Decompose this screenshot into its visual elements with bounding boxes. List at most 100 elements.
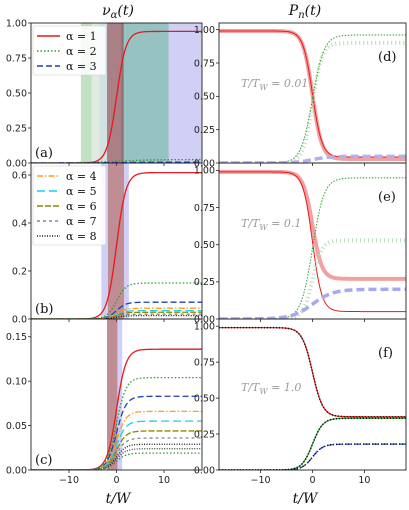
shaded-band-3 xyxy=(121,23,169,163)
x-tick-label: 0 xyxy=(309,475,315,486)
shaded-band-0 xyxy=(80,23,92,163)
y-tick-label: 0.75 xyxy=(194,58,215,69)
y-tick-label: 0.50 xyxy=(194,240,215,251)
legend: α = 1 α = 2 α = 3 xyxy=(32,25,107,76)
legend-box xyxy=(32,25,107,76)
legend-box xyxy=(32,165,107,246)
right-title: Pn(t) xyxy=(288,3,321,21)
y-tick-label: 0.25 xyxy=(6,123,27,134)
plot-area xyxy=(219,326,406,470)
y-tick-label: 0.00 xyxy=(194,465,215,476)
series-line-5 xyxy=(219,443,406,470)
legend-label: α = 2 xyxy=(66,45,97,58)
series-line-1 xyxy=(31,376,202,470)
shaded-band-1 xyxy=(117,319,123,470)
y-tick-label: 0.15 xyxy=(6,332,27,343)
y-tick-label: 1.00 xyxy=(194,25,215,36)
panel-label: (e) xyxy=(378,190,396,205)
series-line-0 xyxy=(31,30,202,163)
series-line-0 xyxy=(31,171,202,319)
y-tick-label: 0.75 xyxy=(6,53,27,64)
legend-label: α = 6 xyxy=(66,200,97,213)
y-tick-label: 0.05 xyxy=(6,421,27,432)
series-line-3 xyxy=(31,410,202,470)
panel-f: 0.00 0.25 0.50 0.75 1.00 −10 0 10 (f) T/TW = 1.0 xyxy=(194,318,407,486)
panel-c: 0.00 0.05 0.10 0.15 −10 0 10 (c) xyxy=(6,318,203,486)
y-tick-label: 0.6 xyxy=(12,170,27,181)
panels: 0.000.250.500.751.00(a)α = 1α = 2α = 30.… xyxy=(6,18,407,486)
series-line-6 xyxy=(31,313,202,319)
axes-frame xyxy=(218,318,407,471)
series-line-6 xyxy=(31,437,202,470)
left-title: να(t) xyxy=(102,3,134,21)
x-tick-label: −10 xyxy=(251,475,271,486)
shaded-band-1 xyxy=(91,23,100,163)
y-tick-label: 0.50 xyxy=(194,393,215,404)
series-line-4 xyxy=(219,287,406,319)
series-line-2 xyxy=(31,301,202,319)
y-tick-label: 0.50 xyxy=(194,92,215,103)
y-tick-label: 0.25 xyxy=(194,429,215,440)
y-tick-label: 1.00 xyxy=(194,321,215,332)
series-line-2 xyxy=(219,417,406,470)
y-tick-label: 0.00 xyxy=(6,465,27,476)
y-tick-label: 0.50 xyxy=(6,88,27,99)
series-line-7 xyxy=(31,314,202,319)
temperature-annotation: T/TW = 0.1 xyxy=(241,217,301,232)
series-line-0 xyxy=(31,348,202,470)
series-line-9 xyxy=(31,452,202,470)
series-line-1 xyxy=(219,171,406,313)
y-tick-label: 0.25 xyxy=(194,125,215,136)
x-axis-label-left: t/W xyxy=(106,491,132,507)
y-tick-label: 0.25 xyxy=(194,277,215,288)
legend: α = 4 α = 5 α = 6 α = 7 α = 8 xyxy=(32,165,107,246)
series-line-3 xyxy=(219,34,406,163)
y-tick-label: 0.00 xyxy=(194,158,215,169)
panel-label: (b) xyxy=(35,302,53,317)
x-tick-label: 0 xyxy=(113,475,119,486)
series-line-0 xyxy=(219,327,406,418)
series-line-4 xyxy=(31,420,202,470)
temperature-annotation: T/TW = 1.0 xyxy=(241,381,301,396)
y-tick-label: 1.00 xyxy=(6,18,27,29)
x-tick-label: 10 xyxy=(158,475,170,486)
panel-label: (d) xyxy=(378,50,396,65)
x-axis-label-right: t/W xyxy=(293,491,319,507)
legend-label: α = 7 xyxy=(66,215,97,228)
series-line-3 xyxy=(31,307,202,319)
panel-e: 0.00 0.25 0.50 0.75 1.00 (e) T/TW = 0.1 xyxy=(194,162,407,325)
y-tick-label: 0.00 xyxy=(6,158,27,169)
y-tick-label: 1.00 xyxy=(194,166,215,177)
y-tick-label: 0.10 xyxy=(6,376,27,387)
y-tick-label: 0.0 xyxy=(12,314,27,325)
series-line-4 xyxy=(31,309,202,319)
y-tick-label: 0.2 xyxy=(12,266,27,277)
series-line-4 xyxy=(219,443,406,470)
legend-label: α = 8 xyxy=(66,230,97,243)
series-line-7 xyxy=(31,443,202,470)
series-line-2 xyxy=(31,395,202,470)
panel-label: (f) xyxy=(378,346,393,361)
x-tick-label: 10 xyxy=(358,475,370,486)
temperature-annotation: T/TW = 0.01 xyxy=(241,77,308,92)
panel-label: (a) xyxy=(35,146,53,161)
shaded-band-2 xyxy=(124,163,129,319)
shaded-band-0 xyxy=(107,319,118,470)
legend-label: α = 4 xyxy=(66,170,97,183)
y-tick-label: 0.75 xyxy=(194,357,215,368)
series-line-3 xyxy=(219,177,406,319)
legend-label: α = 3 xyxy=(66,60,97,73)
legend-label: α = 1 xyxy=(66,30,97,43)
series-line-5 xyxy=(31,311,202,319)
legend-label: α = 5 xyxy=(66,185,97,198)
plot-area xyxy=(31,319,202,470)
y-tick-label: 0.4 xyxy=(12,218,27,229)
series-line-1 xyxy=(31,282,202,319)
series-line-5 xyxy=(31,430,202,470)
panel-label: (c) xyxy=(35,453,52,468)
y-tick-label: 0.75 xyxy=(194,203,215,214)
shaded-band-1 xyxy=(107,163,125,319)
shaded-band-5 xyxy=(107,23,124,163)
panel-d: 0.00 0.25 0.50 0.75 1.00 (d) T/TW = 0.01 xyxy=(194,22,407,169)
